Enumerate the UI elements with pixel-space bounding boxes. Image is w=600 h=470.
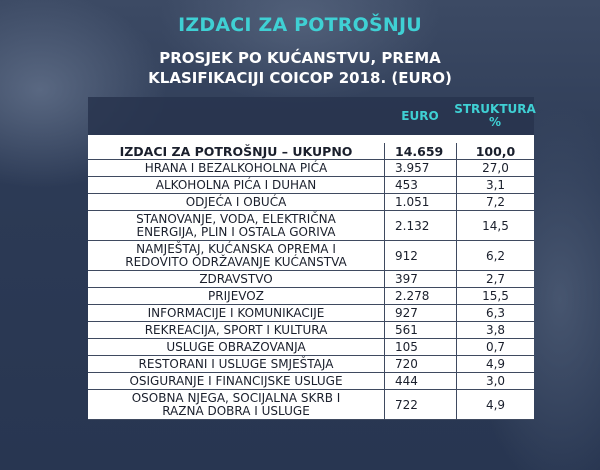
row-percent: 6,3 [456, 305, 534, 321]
row-euro: 722 [384, 390, 456, 419]
subtitle-line-2: KLASIFIKACIJI COICOP 2018. (EURO) [148, 69, 452, 87]
row-euro: 561 [384, 322, 456, 338]
row-category-line: ODJEĆA I OBUĆA [185, 194, 287, 209]
row-euro: 3.957 [384, 160, 456, 176]
row-category: ALKOHOLNA PIĆA I DUHAN [88, 177, 384, 193]
row-category: USLUGE OBRAZOVANJA [88, 339, 384, 355]
table-spacer [88, 135, 534, 143]
row-category-line: ALKOHOLNA PIĆA I DUHAN [155, 177, 317, 192]
row-category: ODJEĆA I OBUĆA [88, 194, 384, 210]
row-category: PRIJEVOZ [88, 288, 384, 304]
row-percent: 0,7 [456, 339, 534, 355]
row-category-line: USLUGE OBRAZOVANJA [166, 339, 306, 354]
header-percent-sign: % [488, 115, 502, 129]
row-category-line: OSIGURANJE I FINANCIJSKE USLUGE [129, 373, 343, 388]
row-euro: 912 [384, 241, 456, 270]
row-euro: 105 [384, 339, 456, 355]
table-row: PRIJEVOZ 2.278 15,5 [88, 288, 534, 305]
row-euro: 444 [384, 373, 456, 389]
table-row: OSIGURANJE I FINANCIJSKE USLUGE 444 3,0 [88, 373, 534, 390]
table-body: IZDACI ZA POTROŠNJU – UKUPNO 14.659 100,… [88, 135, 534, 420]
page-subtitle: PROSJEK PO KUĆANSTVU, PREMA KLASIFIKACIJ… [0, 48, 600, 88]
table-row: RESTORANI I USLUGE SMJEŠTAJA 720 4,9 [88, 356, 534, 373]
table-row-total: IZDACI ZA POTROŠNJU – UKUPNO 14.659 100,… [88, 143, 534, 160]
row-category-line: NAMJEŠTAJ, KUĆANSKA OPREMA I [136, 241, 336, 256]
table-row: NAMJEŠTAJ, KUĆANSKA OPREMA I REDOVITO ODR… [88, 241, 534, 271]
table-row: HRANA I BEZALKOHOLNA PIĆA 3.957 27,0 [88, 160, 534, 177]
row-category: REKREACIJA, SPORT I KULTURA [88, 322, 384, 338]
row-category-line: REKREACIJA, SPORT I KULTURA [144, 322, 328, 337]
row-percent: 15,5 [456, 288, 534, 304]
table-header: EURO STRUKTURA % [88, 97, 536, 135]
row-euro: 927 [384, 305, 456, 321]
row-percent: 7,2 [456, 194, 534, 210]
row-euro: 397 [384, 271, 456, 287]
row-euro: 2.278 [384, 288, 456, 304]
row-euro: 2.132 [384, 211, 456, 240]
row-euro: 720 [384, 356, 456, 372]
table-row: ODJEĆA I OBUĆA 1.051 7,2 [88, 194, 534, 211]
row-percent: 4,9 [456, 390, 534, 419]
header-struktura: STRUKTURA % [454, 97, 536, 135]
row-category-line: ZDRAVSTVO [199, 271, 273, 286]
row-category: OSIGURANJE I FINANCIJSKE USLUGE [88, 373, 384, 389]
row-percent: 3,0 [456, 373, 534, 389]
row-euro: 1.051 [384, 194, 456, 210]
row-percent: 2,7 [456, 271, 534, 287]
row-category-line: ENERGIJA, PLIN I OSTALA GORIVA [136, 224, 336, 239]
total-label: IZDACI ZA POTROŠNJU – UKUPNO [119, 143, 353, 159]
table-row: ZDRAVSTVO 397 2,7 [88, 271, 534, 288]
row-percent: 6,2 [456, 241, 534, 270]
row-category: NAMJEŠTAJ, KUĆANSKA OPREMA I REDOVITO ODR… [88, 241, 384, 270]
row-percent: 3,8 [456, 322, 534, 338]
expenditure-table: EURO STRUKTURA % IZDACI ZA POTROŠNJU – U… [88, 97, 536, 420]
row-category-line: OSOBNA NJEGA, SOCIJALNA SKRB I [131, 390, 341, 405]
row-percent: 3,1 [456, 177, 534, 193]
table-row: INFORMACIJE I KOMUNIKACIJE 927 6,3 [88, 305, 534, 322]
header-euro: EURO [401, 108, 439, 123]
row-category: HRANA I BEZALKOHOLNA PIĆA [88, 160, 384, 176]
header-struktura-label: STRUKTURA [454, 102, 536, 116]
table-row: ALKOHOLNA PIĆA I DUHAN 453 3,1 [88, 177, 534, 194]
header-category [88, 97, 384, 135]
row-category: STANOVANJE, VODA, ELEKTRIČNA ENERGIJA, PL… [88, 211, 384, 240]
row-category-line: INFORMACIJE I KOMUNIKACIJE [147, 305, 325, 320]
table-row: USLUGE OBRAZOVANJA 105 0,7 [88, 339, 534, 356]
table-row: REKREACIJA, SPORT I KULTURA 561 3,8 [88, 322, 534, 339]
subtitle-line-1: PROSJEK PO KUĆANSTVU, PREMA [159, 49, 441, 67]
table-row: STANOVANJE, VODA, ELEKTRIČNA ENERGIJA, PL… [88, 211, 534, 241]
row-category: OSOBNA NJEGA, SOCIJALNA SKRB I RAZNA DOBR… [88, 390, 384, 419]
page-title: IZDACI ZA POTROŠNJU [178, 14, 422, 36]
row-percent: 4,9 [456, 356, 534, 372]
table-row: OSOBNA NJEGA, SOCIJALNA SKRB I RAZNA DOBR… [88, 390, 534, 420]
total-euro: 14.659 [384, 143, 456, 159]
total-percent: 100,0 [456, 143, 534, 159]
row-percent: 14,5 [456, 211, 534, 240]
row-category-line: REDOVITO ODRŽAVANJE KUĆANSTVA [125, 254, 347, 269]
row-category-line: RESTORANI I USLUGE SMJEŠTAJA [138, 356, 334, 371]
row-category-line: STANOVANJE, VODA, ELEKTRIČNA [136, 211, 336, 226]
row-category-line: RAZNA DOBRA I USLUGE [162, 403, 310, 418]
row-category-line: PRIJEVOZ [208, 288, 264, 303]
row-category: RESTORANI I USLUGE SMJEŠTAJA [88, 356, 384, 372]
row-category: ZDRAVSTVO [88, 271, 384, 287]
row-category-line: HRANA I BEZALKOHOLNA PIĆA [144, 160, 328, 175]
row-percent: 27,0 [456, 160, 534, 176]
row-category: INFORMACIJE I KOMUNIKACIJE [88, 305, 384, 321]
row-euro: 453 [384, 177, 456, 193]
